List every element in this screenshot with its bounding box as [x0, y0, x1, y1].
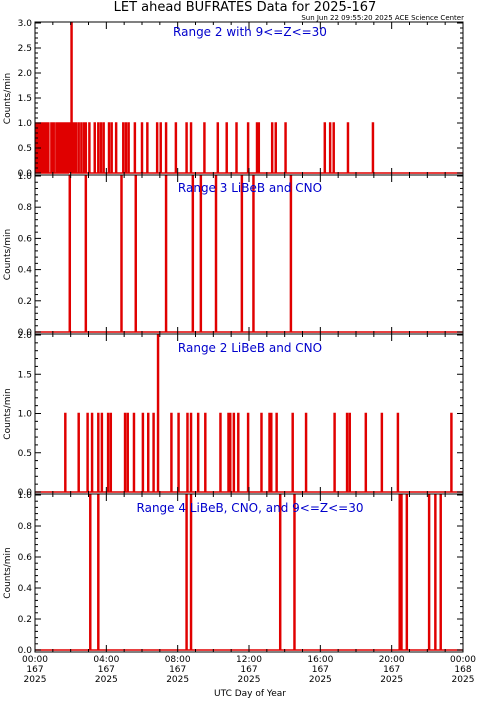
x-tick-label: 167	[312, 665, 329, 675]
generated-timestamp: Sun Jun 22 09:55:20 2025 ACE Science Cen…	[301, 14, 464, 22]
x-tick-labels: 00:00167202504:00167202508:00167202512:0…	[22, 655, 476, 685]
y-tick-label: 0.5	[18, 449, 32, 459]
y-tick-label: 1.0	[18, 119, 33, 129]
y-tick-label: 0.2	[18, 297, 32, 307]
series-line	[34, 22, 463, 174]
x-tick-label: 00:00	[450, 655, 476, 665]
panel-range4-all: 0.0 0.2 0.4 0.6 0.8 1.0 Counts/min Range 4 LiBe…	[3, 491, 464, 656]
y-tick-label: 1.0	[18, 172, 33, 182]
x-tick-label: 2025	[238, 675, 261, 685]
panel-label: Range 3 LiBeB and CNO	[178, 181, 322, 195]
x-tick-label: 2025	[24, 675, 47, 685]
panel-range2-z9-30: 0.0 0.5 1.0 1.5 2.0 2.5 3.0 Counts/min Range 2 w…	[3, 19, 464, 179]
y-tick-label: 1.0	[18, 410, 33, 420]
panel-frame	[34, 174, 464, 335]
panel-label: Range 2 LiBeB and CNO	[178, 341, 322, 355]
y-tick-label: 0.4	[18, 584, 33, 594]
x-tick-label: 167	[240, 665, 257, 675]
y-tick-label: 0.2	[18, 615, 32, 625]
x-axis-label: UTC Day of Year	[214, 689, 286, 699]
x-tick-label: 08:00	[165, 655, 191, 665]
x-tick-label: 167	[383, 665, 400, 675]
x-tick-label: 2025	[95, 675, 118, 685]
x-tick-label: 2025	[452, 675, 475, 685]
x-tick-label: 2025	[166, 675, 189, 685]
x-tick-label: 04:00	[93, 655, 119, 665]
y-tick-label: 2.5	[18, 44, 32, 54]
y-tick-label: 2.0	[18, 331, 33, 341]
panels-group: 0.0 0.5 1.0 1.5 2.0 2.5 3.0 Counts/min Range 2 w…	[3, 19, 476, 685]
series-line	[35, 175, 463, 333]
y-axis-label: Counts/min	[3, 229, 13, 280]
x-tick-label: 2025	[309, 675, 332, 685]
y-tick-label: 0.6	[18, 553, 33, 563]
panel-range2-libeb-cno: 0.0 0.5 1.0 1.5 2.0 Counts/min Range 2 LiBeB a…	[3, 331, 464, 498]
y-tick-label: 1.5	[18, 94, 32, 104]
y-axis-label: Counts/min	[3, 388, 13, 439]
panel-range3-libeb-cno: 0.0 0.2 0.4 0.6 0.8 1.0 Counts/min Range 3 LiBe…	[3, 172, 464, 338]
y-tick-label: 0.8	[18, 522, 33, 532]
series-line	[35, 494, 463, 651]
y-tick-label: 3.0	[18, 19, 33, 29]
chart-title: LET ahead BUFRATES Data for 2025-167	[114, 0, 377, 15]
y-axis-label: Counts/min	[3, 547, 13, 598]
series-line	[35, 334, 463, 493]
y-tick-label: 0.8	[18, 203, 33, 213]
x-tick-label: 20:00	[379, 655, 405, 665]
y-tick-label: 1.0	[18, 491, 33, 501]
y-tick-label: 2.0	[18, 69, 33, 79]
x-tick-label: 167	[169, 665, 186, 675]
y-tick-label: 0.0	[18, 488, 33, 498]
y-tick-label: 0.4	[18, 266, 33, 276]
y-tick-label: 1.5	[18, 370, 32, 380]
y-tick-label: 0.0	[18, 328, 33, 338]
x-tick-label: 00:00	[22, 655, 48, 665]
x-tick-label: 2025	[380, 675, 403, 685]
y-tick-label: 0.0	[18, 169, 33, 179]
x-tick-label: 167	[98, 665, 115, 675]
x-tick-label: 168	[454, 665, 471, 675]
x-tick-label: 16:00	[307, 655, 333, 665]
y-tick-label: 0.6	[18, 234, 33, 244]
y-axis-label: Counts/min	[3, 73, 13, 124]
y-tick-label: 0.0	[18, 646, 33, 656]
x-tick-label: 167	[26, 665, 43, 675]
x-tick-label: 12:00	[236, 655, 262, 665]
y-tick-label: 0.5	[18, 144, 32, 154]
panel-label: Range 2 with 9<=Z<=30	[173, 25, 327, 39]
panel-label: Range 4 LiBeB, CNO, and 9<=Z<=30	[137, 501, 364, 515]
